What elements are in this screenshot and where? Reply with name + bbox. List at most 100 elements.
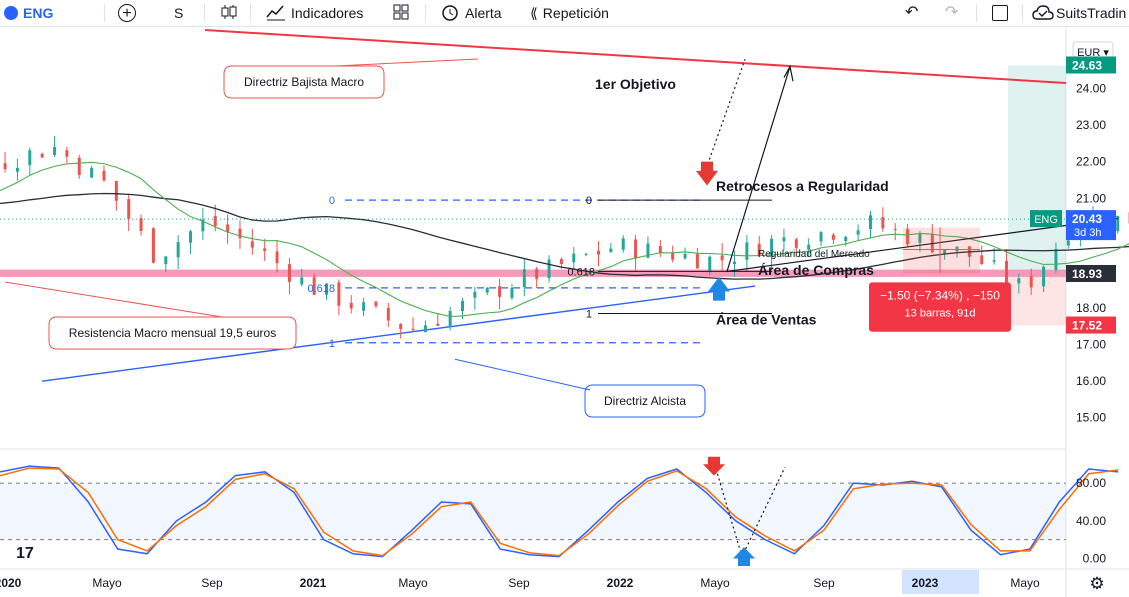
- candle-body: [535, 268, 539, 279]
- candle-body: [720, 255, 724, 261]
- candle-body: [448, 310, 452, 328]
- candle-body: [881, 217, 885, 229]
- up-arrow-icon: [708, 276, 730, 301]
- price-badge: [1066, 264, 1116, 282]
- measure-range: [903, 227, 980, 274]
- time-axis-highlight: [902, 570, 979, 594]
- alert-button[interactable]: Alerta: [440, 3, 502, 23]
- stoch-tick-label: 0.00: [1083, 551, 1107, 565]
- time-tick-label: Sep: [201, 576, 223, 590]
- candle-body: [238, 228, 242, 239]
- fullscreen-button[interactable]: [992, 3, 1008, 23]
- resistance-callout-box: [48, 316, 297, 350]
- candle-body: [151, 228, 155, 263]
- symbol-search-button[interactable]: ENG: [4, 3, 53, 23]
- candle-body: [547, 259, 551, 279]
- market-regularity-label: Regularidad del Mercado: [758, 249, 870, 260]
- price-tick-label: 24.00: [1076, 82, 1106, 96]
- measure-line1: −1.50 (−7.34%) , −150: [880, 288, 1000, 302]
- currency-label: EUR ▾: [1077, 47, 1109, 59]
- measure-box: [869, 282, 1011, 332]
- bull-trend-callout-box: [584, 384, 706, 418]
- target-label: 1er Objetivo: [595, 76, 676, 92]
- candle-body: [77, 157, 81, 176]
- bull-trend-callout-pointer: [454, 358, 591, 391]
- candle-body: [287, 264, 291, 282]
- candle-body: [498, 286, 502, 297]
- time-tick-label: Sep: [813, 576, 835, 590]
- time-tick-label: Mayo: [398, 576, 428, 590]
- candle-body: [399, 323, 403, 330]
- candle-body: [572, 253, 576, 263]
- time-tick-label: Mayo: [1010, 576, 1040, 590]
- candle-body: [609, 248, 613, 252]
- candle-body: [1066, 240, 1070, 246]
- chart-area[interactable]: 0 0.618 1 0 0.618 1 Directriz Bajista Macro Res…: [0, 27, 1129, 597]
- bear-trend-callout-box: [223, 65, 385, 99]
- candle-body: [844, 236, 848, 242]
- candle-body: [1017, 278, 1021, 284]
- candles-icon: [221, 5, 237, 19]
- indicators-icon: [266, 5, 285, 21]
- candle-body: [176, 242, 180, 258]
- price-countdown-label: 3d 3h: [1074, 227, 1102, 239]
- compare-button[interactable]: +: [118, 3, 136, 23]
- candle-body: [473, 291, 477, 298]
- candle-body: [906, 229, 910, 245]
- candle-body: [127, 199, 131, 220]
- candle-body: [102, 170, 106, 181]
- candle-body: [362, 302, 366, 311]
- redo-icon: ↷: [945, 4, 959, 21]
- candle-body: [1116, 215, 1120, 232]
- chart-type-button[interactable]: [220, 3, 238, 23]
- projection-dotted: [705, 59, 746, 170]
- indicators-button[interactable]: Indicadores: [266, 3, 363, 23]
- candle-body: [90, 167, 94, 178]
- interval-button[interactable]: S: [174, 5, 184, 21]
- candle-body: [213, 216, 217, 226]
- bear-trendline: [204, 29, 1067, 85]
- square-icon: [992, 5, 1008, 21]
- undo-icon: ↶: [905, 4, 919, 21]
- candle-body: [3, 163, 7, 170]
- candle-body: [189, 231, 193, 243]
- fib2-level-label: 0.618: [567, 266, 595, 278]
- grid-icon: [393, 4, 409, 20]
- candle-body: [955, 246, 959, 252]
- account-button[interactable]: SuitsTradin: [1032, 3, 1126, 23]
- target-zone: [1008, 65, 1066, 274]
- candle-body: [782, 237, 786, 242]
- candle-body: [300, 277, 304, 285]
- replay-button[interactable]: ⟪ Repetición: [530, 3, 609, 23]
- candle-body: [868, 215, 872, 230]
- undo-button[interactable]: ↶: [905, 3, 918, 23]
- plus-circle-icon: +: [118, 4, 136, 22]
- price-badge: [1066, 316, 1116, 334]
- layouts-button[interactable]: [392, 3, 410, 23]
- ma200-line: [0, 192, 1129, 280]
- price-badge-label: 18.93: [1072, 267, 1102, 281]
- candle-body: [349, 302, 353, 309]
- settings-gear-icon[interactable]: ⚙: [1089, 574, 1104, 593]
- candle-body: [695, 253, 699, 269]
- candle-body: [683, 253, 687, 259]
- time-tick-label: Mayo: [92, 576, 122, 590]
- candle-body: [893, 228, 897, 230]
- price-tick-label: 23.00: [1076, 118, 1106, 132]
- candle-body: [436, 323, 440, 326]
- projection-path: [726, 66, 1119, 273]
- candle-body: [1042, 266, 1046, 287]
- candle-body: [671, 252, 675, 260]
- candle-body: [621, 238, 625, 250]
- candle-body: [522, 269, 526, 288]
- fib-level-label: 0.618: [307, 283, 335, 295]
- time-tick-label: Mayo: [700, 576, 730, 590]
- candle-body: [819, 232, 823, 242]
- stoch-down-arrow-icon: [703, 456, 725, 476]
- price-tick-label: 15.00: [1076, 411, 1106, 425]
- fib-level-label: 0: [329, 195, 335, 207]
- candle-body: [992, 260, 996, 262]
- pullback-label: Retrocesos a Regularidad: [716, 178, 889, 194]
- price-badge: [1066, 56, 1116, 74]
- redo-button[interactable]: ↷: [945, 3, 958, 23]
